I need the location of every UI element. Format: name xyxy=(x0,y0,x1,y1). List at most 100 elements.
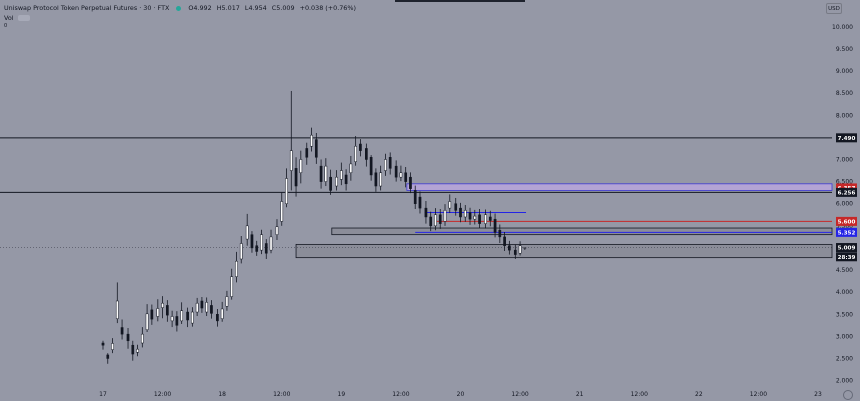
candle-body xyxy=(493,218,497,233)
candle-body xyxy=(161,302,164,308)
candle-body xyxy=(310,134,313,147)
candle-body xyxy=(488,216,492,221)
high-value: H5.017 xyxy=(216,4,240,12)
candle-body xyxy=(513,249,517,255)
candle-body xyxy=(344,174,348,185)
price-label-text: 5.352 xyxy=(838,230,856,236)
x-axis-tick-label: 12:00 xyxy=(631,391,648,398)
candle-body xyxy=(180,310,184,322)
y-axis-tick-label: 5.500 xyxy=(836,223,853,230)
candle-body xyxy=(463,210,467,218)
price-label-box xyxy=(836,133,857,143)
candle-body xyxy=(418,196,422,209)
price-label-text: 28:39 xyxy=(838,255,856,261)
price-label-box xyxy=(836,243,857,253)
x-axis-tick-label: 21 xyxy=(576,391,584,398)
candle-body xyxy=(111,343,114,350)
candle-body xyxy=(210,305,213,314)
candle-body xyxy=(448,201,452,209)
y-axis-tick-label: 2.000 xyxy=(836,378,853,385)
x-axis-tick-label: 20 xyxy=(457,391,465,398)
indicator-value: 0 xyxy=(4,23,8,29)
candle-body xyxy=(394,165,398,178)
y-axis-tick-label: 4.000 xyxy=(836,289,853,296)
candle-body xyxy=(195,302,199,313)
x-axis-tick-label: 12:00 xyxy=(750,391,767,398)
candle-body xyxy=(225,296,229,307)
x-axis-tick-label: 12:00 xyxy=(154,391,171,398)
candle-body xyxy=(136,348,139,353)
candle-body xyxy=(329,176,332,191)
y-axis-tick-label: 7.000 xyxy=(836,156,853,163)
candle-body xyxy=(131,344,135,355)
candle-body xyxy=(101,342,105,346)
candle-body xyxy=(245,225,249,240)
y-axis-tick-label: 8.500 xyxy=(836,90,853,97)
candle-body xyxy=(166,305,169,316)
candle-body xyxy=(294,168,298,187)
candle-body xyxy=(503,236,506,246)
candle-body xyxy=(150,309,154,320)
price-label-box xyxy=(836,252,857,262)
candle-body xyxy=(106,354,110,359)
candle-body xyxy=(156,308,160,317)
x-axis-tick-label: 17 xyxy=(99,391,107,398)
candle-body xyxy=(384,159,387,171)
candle-body xyxy=(498,229,502,238)
candle-body xyxy=(354,145,357,162)
candle-body xyxy=(264,243,268,254)
candle-body xyxy=(250,234,254,249)
candle-body xyxy=(523,247,527,249)
candle-body xyxy=(518,245,522,254)
y-axis-tick-label: 6.500 xyxy=(836,179,853,186)
candle-body xyxy=(280,201,284,222)
currency-button[interactable]: USD xyxy=(826,3,842,14)
candle-body xyxy=(170,316,174,322)
settings-gear-icon[interactable] xyxy=(843,390,853,400)
candle-body xyxy=(175,316,179,326)
candle-body xyxy=(269,236,273,251)
x-axis-tick-label: 23 xyxy=(814,391,822,398)
x-axis-tick-label: 12:00 xyxy=(392,391,409,398)
candle-body xyxy=(299,159,303,174)
volume-legend[interactable]: Vol xyxy=(4,14,30,22)
candle-body xyxy=(365,148,368,160)
x-axis-tick-label: 22 xyxy=(695,391,703,398)
price-axis-label: 5.009 xyxy=(836,243,857,253)
price-zone xyxy=(406,183,833,191)
y-axis-tick-label: 8.000 xyxy=(836,112,853,119)
candle-body xyxy=(454,203,458,211)
candle-body xyxy=(239,243,243,260)
change-value: +0.038 (+0.76%) xyxy=(299,4,356,12)
candle-body xyxy=(459,207,462,218)
market-status-icon xyxy=(176,5,182,11)
price-label-box xyxy=(836,187,857,197)
candle-body xyxy=(468,212,472,220)
low-value: L4.954 xyxy=(244,4,267,12)
open-value: O4.992 xyxy=(188,4,212,12)
candle-body xyxy=(230,276,234,297)
candle-body xyxy=(191,311,194,324)
candle-body xyxy=(140,333,144,344)
price-label-text: 7.490 xyxy=(838,136,856,142)
candle-body xyxy=(359,143,362,151)
candle-body xyxy=(379,172,383,187)
symbol-header: Uniswap Protocol Token Perpetual Futures… xyxy=(4,2,359,14)
price-label-text: 6.256 xyxy=(838,190,856,196)
candle-body xyxy=(314,139,318,158)
volume-label: Vol xyxy=(4,14,14,22)
candle-body xyxy=(145,313,149,330)
price-axis-label: 6.256 xyxy=(836,187,857,197)
symbol-title[interactable]: Uniswap Protocol Token Perpetual Futures… xyxy=(4,4,170,12)
price-label-box xyxy=(836,216,857,226)
candle-body xyxy=(369,157,373,176)
candle-body xyxy=(126,333,130,342)
candle-body xyxy=(429,216,433,227)
price-axis-label: 28:39 xyxy=(836,252,857,262)
candle-body xyxy=(255,245,259,252)
candle-body xyxy=(275,226,279,235)
candle-body xyxy=(399,172,403,178)
y-axis-tick-label: 4.500 xyxy=(836,267,853,274)
price-label-text: 5.009 xyxy=(838,246,856,252)
